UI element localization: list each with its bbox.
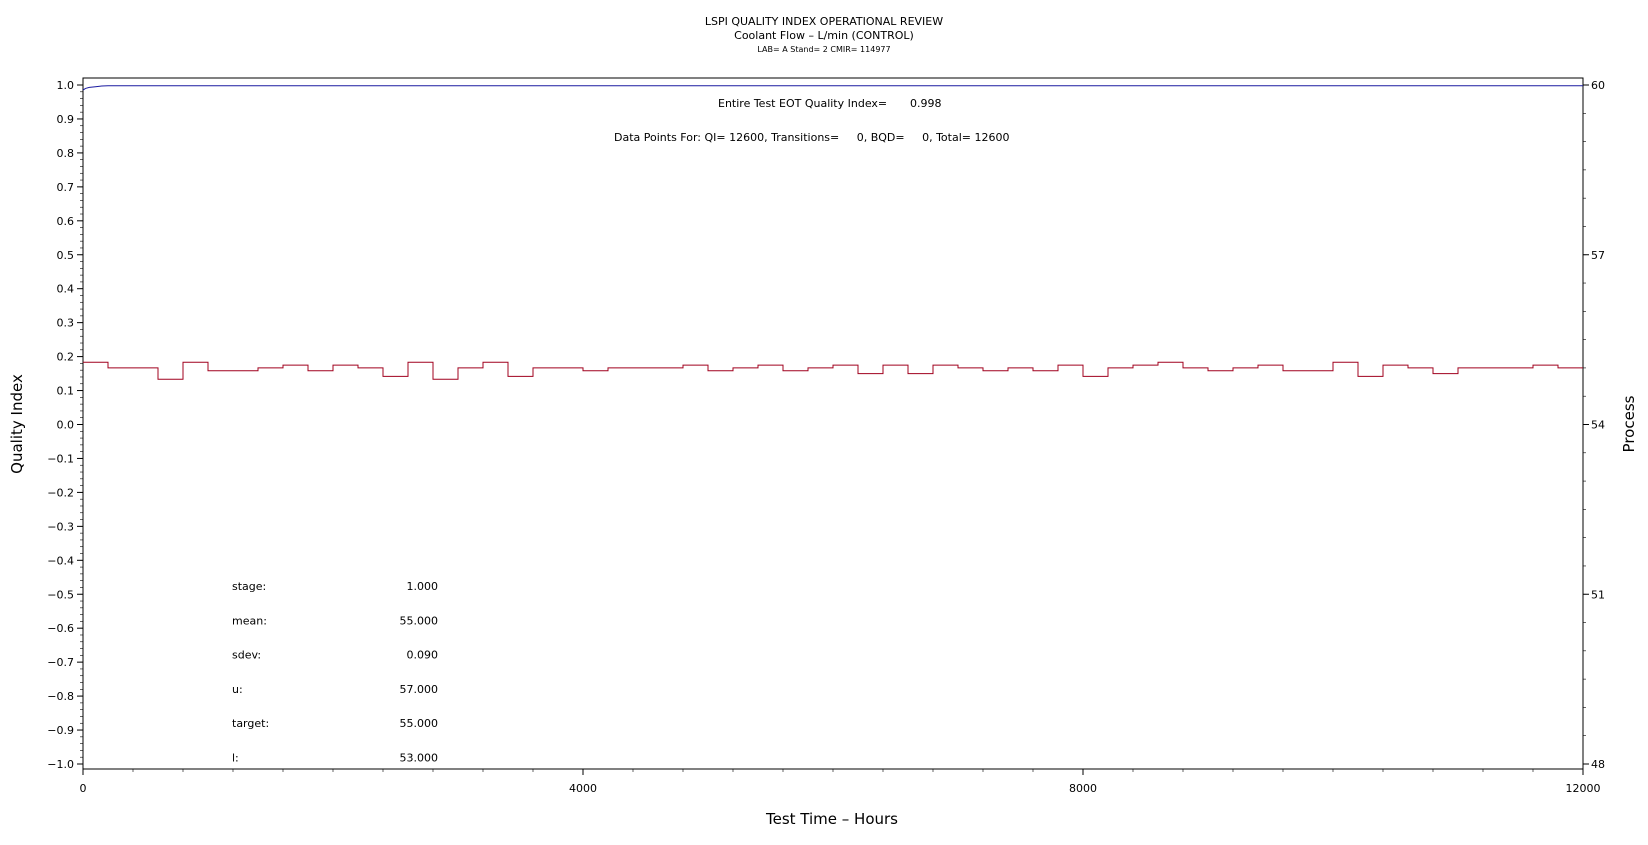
stat-value: 0.090 — [407, 649, 439, 662]
y-axis-label: Quality Index — [8, 374, 26, 474]
stat-label: sdev: — [232, 649, 261, 662]
y-tick-label: 0.5 — [57, 249, 75, 262]
y2-axis-label: Process — [1620, 395, 1638, 452]
y2-tick-label: 51 — [1591, 588, 1605, 601]
y-tick-label: −0.9 — [47, 724, 74, 737]
y-tick-label: 0.9 — [57, 113, 75, 126]
y-tick-label: −0.6 — [47, 622, 74, 635]
y-tick-label: −0.7 — [47, 656, 74, 669]
series-line-2 — [83, 361, 1583, 380]
chart-title: LSPI QUALITY INDEX OPERATIONAL REVIEW — [705, 15, 943, 28]
y-tick-label: 0.0 — [57, 419, 75, 432]
x-tick-label: 4000 — [569, 782, 597, 795]
stat-label: u: — [232, 683, 243, 696]
eot-label: Entire Test EOT Quality Index= — [718, 97, 887, 110]
y-axis-left: 1.0 0.9 0.8 0.7 0.6 0.5 0.4 0.3 0.2 0.1 0.0 −0.1 −0.… — [47, 79, 83, 771]
y-tick-label: 0.7 — [57, 181, 75, 194]
x-axis-label: Test Time – Hours — [765, 810, 898, 828]
x-tick-label: 0 — [80, 782, 87, 795]
y2-tick-label: 57 — [1591, 249, 1605, 262]
y2-tick-label: 60 — [1591, 79, 1605, 92]
chart-subtitle-2: LAB= A Stand= 2 CMIR= 114977 — [757, 45, 890, 54]
y2-tick-label: 54 — [1591, 419, 1605, 432]
y-tick-label: −0.4 — [47, 554, 74, 567]
chart-subtitle: Coolant Flow – L/min (CONTROL) — [734, 29, 914, 42]
x-tick-label: 8000 — [1069, 782, 1097, 795]
y-tick-label: −0.5 — [47, 588, 74, 601]
stat-label: target: — [232, 717, 269, 730]
y-tick-label: −0.3 — [47, 520, 74, 533]
y-tick-label: −0.2 — [47, 486, 74, 499]
stat-value: 1.000 — [407, 580, 439, 593]
y2-tick-label: 48 — [1591, 758, 1605, 771]
y-tick-label: −1.0 — [47, 758, 74, 771]
y-tick-label: 0.6 — [57, 215, 75, 228]
stat-value: 57.000 — [400, 683, 439, 696]
stat-label: l: — [232, 752, 239, 765]
stat-value: 55.000 — [400, 614, 439, 627]
y-tick-label: 0.1 — [57, 385, 75, 398]
y-axis-right: 60 57 54 51 48 — [1583, 79, 1605, 771]
y-tick-label: −0.8 — [47, 690, 74, 703]
stats-block: stage: 1.000 mean: 55.000 sdev: 0.090 u: 57.000… — [232, 580, 438, 765]
y-tick-label: 0.4 — [57, 283, 75, 296]
x-axis: 0 4000 8000 12000 — [80, 769, 1601, 795]
series-line-1 — [82, 85, 1583, 91]
stat-label: mean: — [232, 614, 267, 627]
y-tick-label: 0.3 — [57, 317, 75, 330]
stat-value: 55.000 — [400, 717, 439, 730]
y-tick-label: −0.1 — [47, 452, 74, 465]
stat-label: stage: — [232, 580, 266, 593]
y-tick-label: 0.2 — [57, 351, 75, 364]
x-tick-label: 12000 — [1566, 782, 1601, 795]
y-tick-label: 1.0 — [57, 79, 75, 92]
series-layer — [82, 85, 1583, 380]
data-points-label: Data Points For: QI= 12600, Transitions=… — [614, 131, 1009, 144]
stat-value: 53.000 — [400, 752, 439, 765]
y-tick-label: 0.8 — [57, 147, 75, 160]
eot-value: 0.998 — [910, 97, 942, 110]
plot-frame — [82, 77, 1584, 770]
